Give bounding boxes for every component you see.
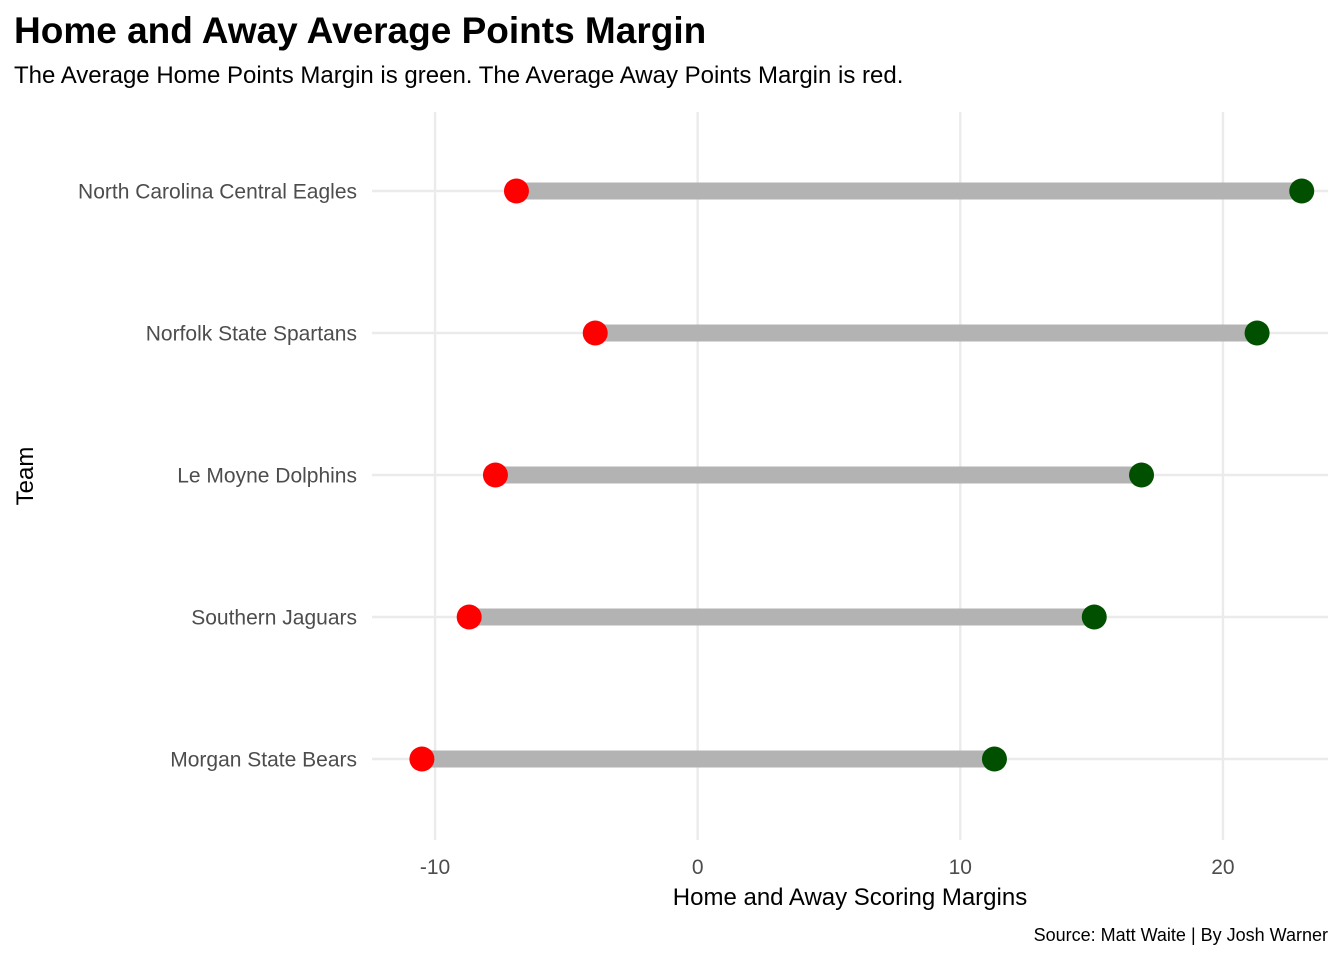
away-margin-point [582,320,608,346]
home-margin-point [1244,320,1270,346]
away-margin-point [409,746,435,772]
y-tick-label: North Carolina Central Eagles [78,181,357,204]
x-tick-label: 0 [692,856,704,879]
y-tick-labels: North Carolina Central Eagles Norfolk Sta… [78,181,357,772]
x-tick-label: 20 [1211,856,1234,879]
home-margin-point [1081,604,1107,630]
y-tick-label: Le Moyne Dolphins [177,465,357,488]
segment-layer [421,182,1302,768]
x-tick-label: 10 [949,856,972,879]
home-margin-point [1289,178,1315,204]
away-margin-point [456,604,482,630]
x-tick-labels: -10 0 10 20 [420,856,1235,879]
x-tick-label: -10 [420,856,450,879]
home-margin-point [981,746,1007,772]
away-margin-point [503,178,529,204]
y-axis-title: Team [12,447,39,506]
x-axis-title: Home and Away Scoring Margins [673,884,1027,911]
y-tick-label: Norfolk State Spartans [146,323,357,346]
y-tick-label: Morgan State Bears [170,749,357,772]
away-margin-point [482,462,508,488]
chart-title: Home and Away Average Points Margin [14,10,707,51]
point-layer [409,178,1315,772]
home-margin-point [1129,462,1155,488]
chart-caption: Source: Matt Waite | By Josh Warner [1034,925,1328,945]
chart-subtitle: The Average Home Points Margin is green.… [14,62,904,89]
y-tick-label: Southern Jaguars [191,607,357,630]
